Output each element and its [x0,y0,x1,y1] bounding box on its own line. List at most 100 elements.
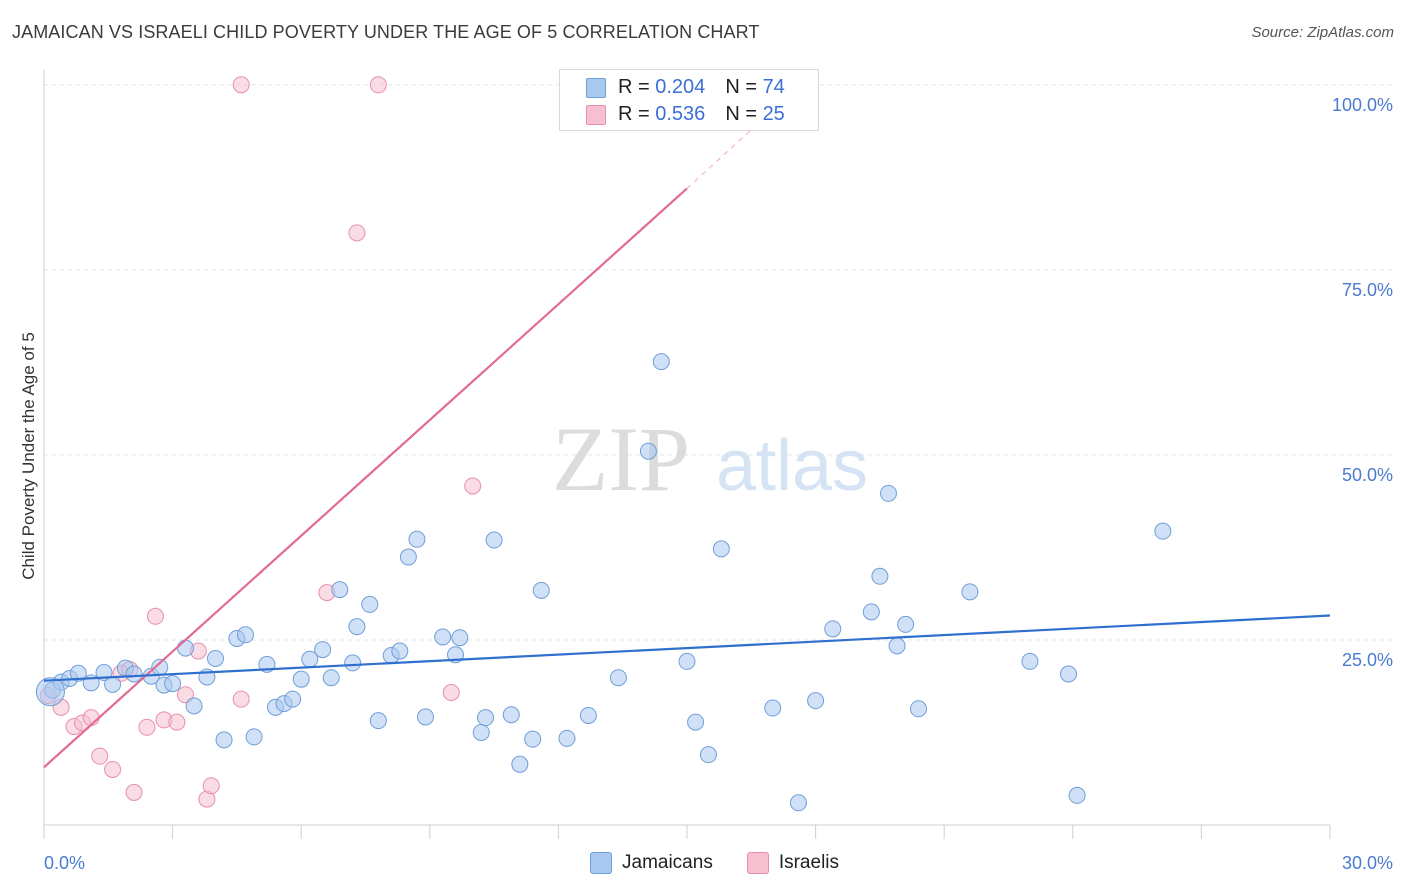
jamaicans-point [1154,522,1172,540]
legend-n-value: 25 [762,102,785,125]
israelis-point [82,709,100,727]
jamaicans-point [215,731,233,749]
series-legend: Jamaicans Israelis [590,852,873,874]
jamaicans-point [322,669,340,687]
israelis-point [104,760,122,778]
jamaicans-point [391,642,409,660]
y-axis-label: Child Poverty Under the Age of 5 [19,332,38,580]
jamaicans-point [408,530,426,548]
jamaicans-point [652,353,670,371]
trend-lines [43,121,1331,769]
jamaicans-point [558,729,576,747]
jamaicans-point [344,654,362,672]
jamaicans-point [125,665,143,683]
jamaicans-point [502,706,520,724]
jamaicans-point [764,699,782,717]
jamaicans-point [579,706,597,724]
israelis-point [138,718,156,736]
jamaicans-point [897,615,915,633]
jamaicans-point [824,620,842,638]
jamaicans-point [331,581,349,599]
watermark-atlas: atlas [716,426,868,506]
jamaicans-point [961,583,979,601]
legend-label-israelis: Israelis [778,852,840,873]
jamaicans-point [699,746,717,764]
legend-r-label: R = [618,102,656,125]
jamaicans-point [712,540,730,558]
jamaicans-point [888,637,906,655]
israelis-point [91,747,109,765]
israelis-point [202,777,220,795]
israelis-point [125,783,143,801]
israelis-point [232,76,250,94]
legend-n-value: 74 [762,75,785,98]
jamaicans-point [348,618,366,636]
jamaicans-point [639,442,657,460]
legend-n-label: N = [725,75,763,98]
jamaicans-point [472,723,490,741]
jamaicans-point [206,649,224,667]
jamaicans-point [284,690,302,708]
israelis-point [348,224,366,242]
y-tick-label: 25.0% [1342,650,1393,670]
y-tick-label: 100.0% [1332,95,1393,115]
correlation-legend: R = 0.204 N = 74 R = 0.536 N = 25 [559,69,819,131]
jamaicans-point [789,794,807,812]
chart-title: JAMAICAN VS ISRAELI CHILD POVERTY UNDER … [12,22,760,42]
jamaicans-point [862,603,880,621]
israelis-point [464,477,482,495]
israelis-point [369,76,387,94]
legend-r-label: R = [618,75,656,98]
x-tick-label: 0.0% [44,853,85,873]
jamaicans-point [807,692,825,710]
tick-labels: 25.0% 50.0% 75.0% 100.0% 0.0% 30.0% [44,95,1393,873]
israelis-trend-line [43,187,688,769]
jamaicans-trend-line [43,614,1331,682]
jamaicans-point [687,713,705,731]
israelis-point [146,607,164,625]
legend-swatch-israelis [586,105,606,125]
x-tick-label: 30.0% [1342,853,1393,873]
watermark: ZIP atlas [552,408,868,510]
y-tick-label: 50.0% [1342,465,1393,485]
jamaicans-point [485,531,503,549]
jamaicans-point [678,652,696,670]
jamaicans-point [477,709,495,727]
jamaicans-point [104,675,122,693]
jamaicans-point [524,730,542,748]
legend-swatch-jamaicans [590,852,612,874]
jamaicans-point [314,641,332,659]
israelis-point [168,713,186,731]
y-tick-label: 75.0% [1342,280,1393,300]
jamaicans-point [909,700,927,718]
legend-swatch-jamaicans [586,78,606,98]
legend-n-label: N = [725,102,763,125]
jamaicans-point [69,664,87,682]
jamaicans-point [245,728,263,746]
legend-r-value: 0.204 [655,75,706,98]
jamaicans-point [164,675,182,693]
israelis-point [232,690,250,708]
legend-swatch-israelis [746,852,769,874]
legend-row-israelis: R = 0.536 N = 25 [586,101,785,127]
jamaicans-point [434,628,452,646]
legend-row-jamaicans: R = 0.204 N = 74 [586,74,785,100]
watermark-zip: ZIP [552,408,690,510]
jamaicans-point [35,677,65,707]
jamaicans-point [1021,652,1039,670]
israelis-point [442,684,460,702]
jamaicans-point [399,548,417,566]
jamaicans-point [511,755,529,773]
jamaicans-point [292,670,310,688]
israelis-trend-extension [686,121,761,189]
jamaicans-point [236,626,254,644]
jamaicans-point [1060,665,1078,683]
jamaicans-point [879,484,897,502]
jamaicans-point [361,595,379,613]
jamaicans-point [451,629,469,647]
jamaicans-point [532,581,550,599]
legend-label-jamaicans: Jamaicans [622,852,713,873]
jamaicans-point [871,567,889,585]
israelis-points [39,76,482,808]
